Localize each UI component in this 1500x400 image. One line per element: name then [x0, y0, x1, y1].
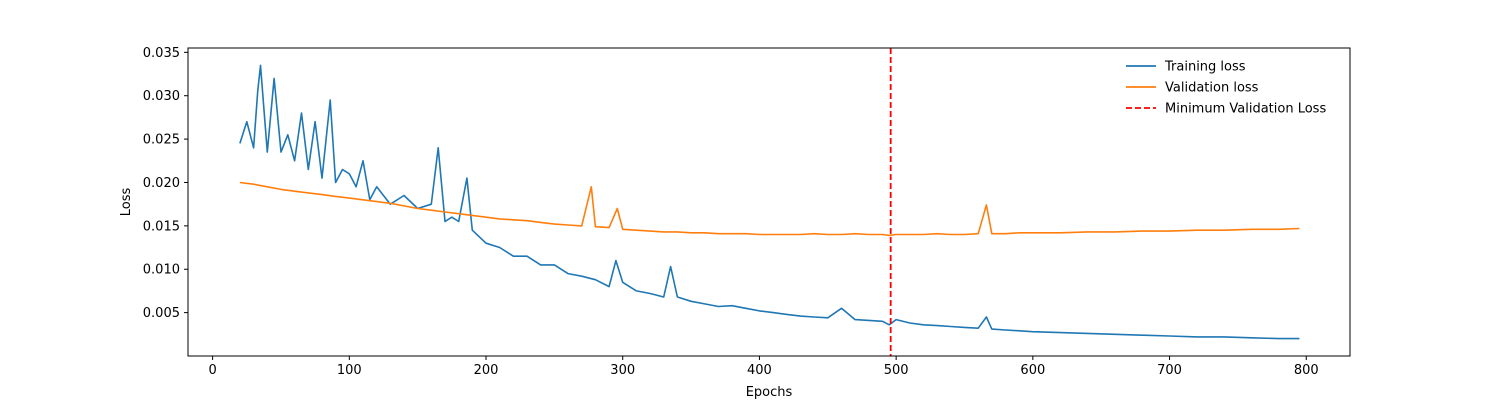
y-tick-label: 0.005 — [143, 306, 180, 321]
y-axis: 0.005 0.010 0.015 0.020 0.025 0.030 0.035 — [143, 46, 188, 321]
x-tick-label: 300 — [610, 363, 635, 378]
legend-label: Validation loss — [1165, 81, 1259, 96]
x-tick-label: 700 — [1157, 363, 1182, 378]
legend-label: Minimum Validation Loss — [1165, 102, 1326, 117]
y-tick-label: 0.020 — [143, 176, 180, 191]
x-tick-label: 400 — [747, 363, 772, 378]
y-tick-label: 0.025 — [143, 133, 180, 148]
x-axis-label: Epochs — [746, 385, 793, 400]
legend: Training loss Validation loss Minimum Vali… — [1126, 60, 1326, 117]
axes-frame — [187, 47, 1351, 357]
x-axis: 0 100 200 300 400 500 600 700 800 — [208, 356, 1319, 378]
x-tick-label: 800 — [1294, 363, 1319, 378]
series-line-validation-loss — [239, 181, 1300, 237]
y-tick-label: 0.010 — [143, 263, 180, 278]
y-axis-label: Loss — [119, 188, 134, 217]
y-tick-label: 0.015 — [143, 219, 180, 234]
series-line-training-loss — [239, 64, 1300, 340]
x-tick-label: 100 — [337, 363, 362, 378]
legend-label: Training loss — [1164, 60, 1246, 75]
y-tick-label: 0.035 — [143, 46, 180, 61]
x-tick-label: 0 — [208, 363, 216, 378]
x-tick-label: 500 — [884, 363, 909, 378]
y-tick-label: 0.030 — [143, 89, 180, 104]
series-layer — [239, 64, 1300, 340]
x-tick-label: 600 — [1020, 363, 1045, 378]
x-tick-label: 200 — [474, 363, 499, 378]
